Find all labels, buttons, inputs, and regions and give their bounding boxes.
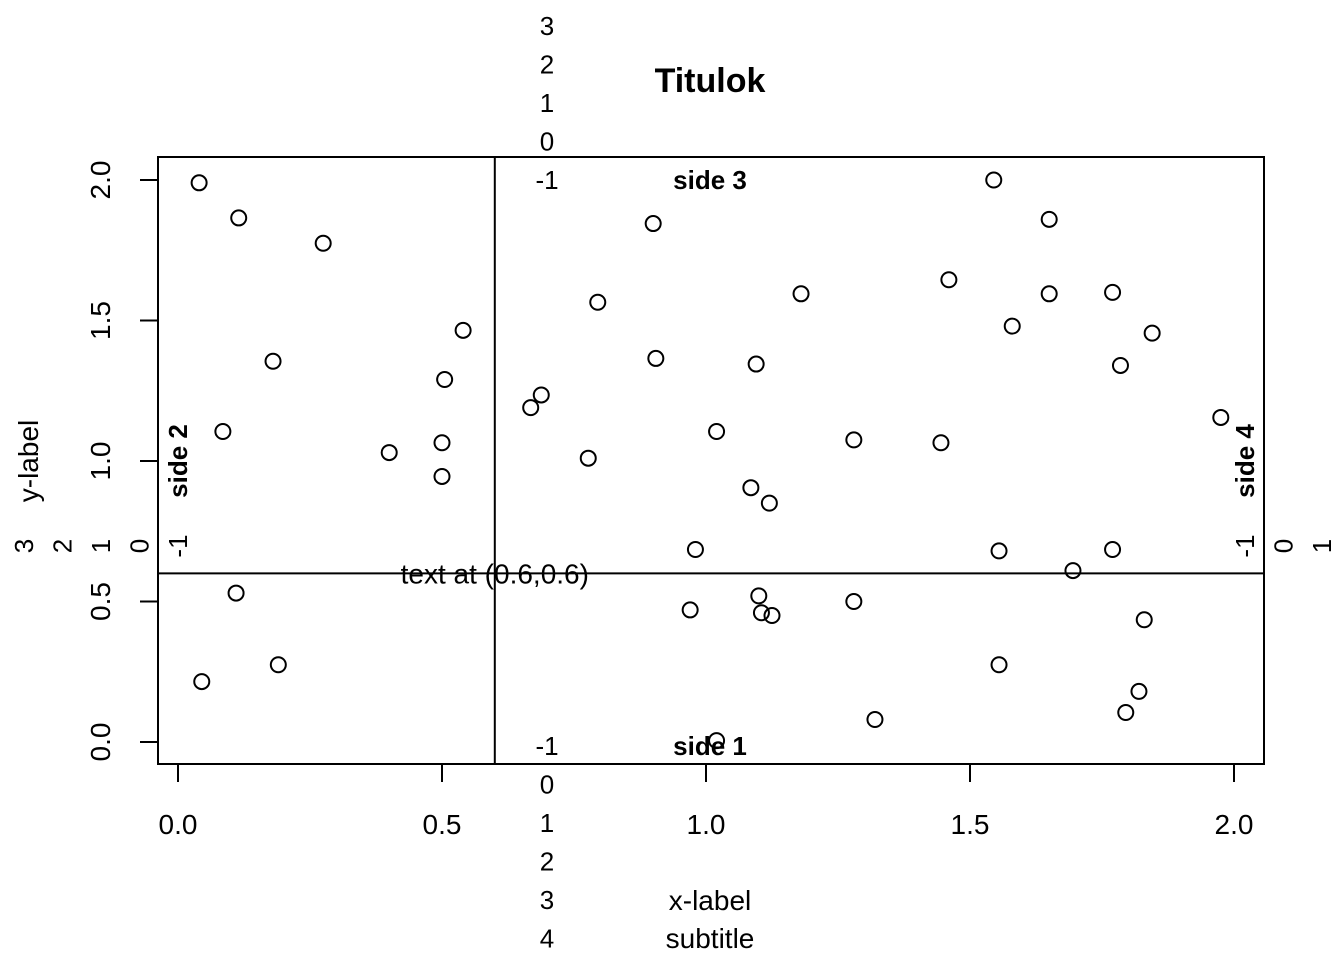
data-point: [1212, 408, 1230, 426]
side-3-label: side 3: [673, 165, 747, 195]
data-point: [579, 449, 597, 467]
data-point: [760, 494, 778, 512]
data-point: [522, 399, 540, 417]
x-tick-label: 1.0: [687, 809, 726, 840]
y-tick-label: 0.0: [85, 723, 116, 762]
margin-line-number-left: 0: [125, 539, 155, 553]
data-point: [940, 271, 958, 289]
data-point: [647, 349, 665, 367]
margin-line-number-top: 1: [540, 88, 554, 118]
margin-line-number-top: -1: [535, 165, 558, 195]
data-point: [433, 434, 451, 452]
chart-subtitle: subtitle: [666, 923, 755, 954]
x-axis-label: x-label: [669, 885, 751, 916]
data-point: [269, 656, 287, 674]
data-point: [1003, 317, 1021, 335]
data-point: [1130, 682, 1148, 700]
data-point: [589, 293, 607, 311]
data-point: [454, 321, 472, 339]
data-point: [985, 171, 1003, 189]
margin-line-number-bottom: 3: [540, 885, 554, 915]
data-points: [190, 171, 1230, 750]
margin-line-number-top: 3: [540, 11, 554, 41]
data-point: [1135, 611, 1153, 629]
data-point: [227, 584, 245, 602]
side-4-label: side 4: [1230, 424, 1260, 498]
data-point: [763, 607, 781, 625]
margin-line-number-bottom: -1: [535, 731, 558, 761]
data-point: [644, 215, 662, 233]
margin-line-number-top: 2: [540, 50, 554, 80]
side-1-label: side 1: [673, 731, 747, 761]
y-tick-label: 2.0: [85, 161, 116, 200]
margin-line-number-bottom: 0: [540, 770, 554, 800]
y-tick-label: 0.5: [85, 582, 116, 621]
data-point: [708, 732, 726, 750]
data-point: [742, 479, 760, 497]
data-point: [1111, 356, 1129, 374]
x-tick-label: 1.5: [951, 809, 990, 840]
data-point: [214, 422, 232, 440]
margin-line-number-right: -1: [1230, 534, 1260, 557]
data-point: [190, 174, 208, 192]
margin-line-number-right: 0: [1269, 539, 1299, 553]
data-point: [436, 371, 454, 389]
x-tick-label: 0.0: [159, 809, 198, 840]
data-point: [681, 601, 699, 619]
data-point: [686, 541, 704, 559]
margin-line-number-left: 2: [48, 539, 78, 553]
axes: 0.0 0.5 1.0 1.5 2.0 0.0 0.5 1.0 1.5 2.0: [85, 161, 1253, 840]
data-point: [433, 467, 451, 485]
x-tick-label: 2.0: [1215, 809, 1254, 840]
data-point: [708, 422, 726, 440]
plot-frame: [157, 156, 1265, 765]
data-point: [380, 444, 398, 462]
data-point: [866, 711, 884, 729]
data-point: [752, 604, 770, 622]
data-point: [792, 285, 810, 303]
data-point: [193, 673, 211, 691]
x-tick-label: 0.5: [423, 809, 462, 840]
y-tick-label: 1.5: [85, 301, 116, 340]
data-point: [845, 593, 863, 610]
margin-line-number-left: 1: [86, 539, 116, 553]
data-point: [1104, 541, 1122, 559]
reference-lines: [158, 157, 1264, 764]
data-point: [1064, 562, 1082, 580]
margin-line-number-bottom: 2: [540, 847, 554, 877]
data-point: [990, 542, 1008, 560]
data-point: [264, 352, 282, 370]
plot-border: [157, 156, 1265, 765]
chart-title: Titulok: [655, 62, 766, 100]
margin-line-number-left: 3: [9, 539, 39, 553]
data-point: [1143, 324, 1161, 342]
data-point: [314, 234, 332, 252]
data-point: [1040, 210, 1058, 228]
data-point: [1117, 703, 1135, 721]
data-point: [932, 434, 950, 452]
data-point: [1040, 285, 1058, 303]
margin-line-number-right: 1: [1307, 539, 1337, 553]
margin-line-number-bottom: 1: [540, 808, 554, 838]
y-axis-label: y-label: [13, 420, 44, 502]
data-point: [532, 386, 550, 404]
data-point: [230, 209, 248, 227]
data-point: [990, 656, 1008, 674]
y-tick-label: 1.0: [85, 442, 116, 481]
annotation-text: text at (0.6,0.6): [401, 558, 589, 589]
data-point: [1104, 283, 1122, 301]
margin-line-number-bottom: 4: [540, 924, 554, 954]
data-point: [747, 355, 765, 373]
data-point: [845, 431, 863, 449]
side-2-label: side 2: [163, 424, 193, 498]
data-point: [750, 587, 768, 605]
margin-line-number-top: 0: [540, 127, 554, 157]
margin-line-number-left: -1: [163, 534, 193, 557]
